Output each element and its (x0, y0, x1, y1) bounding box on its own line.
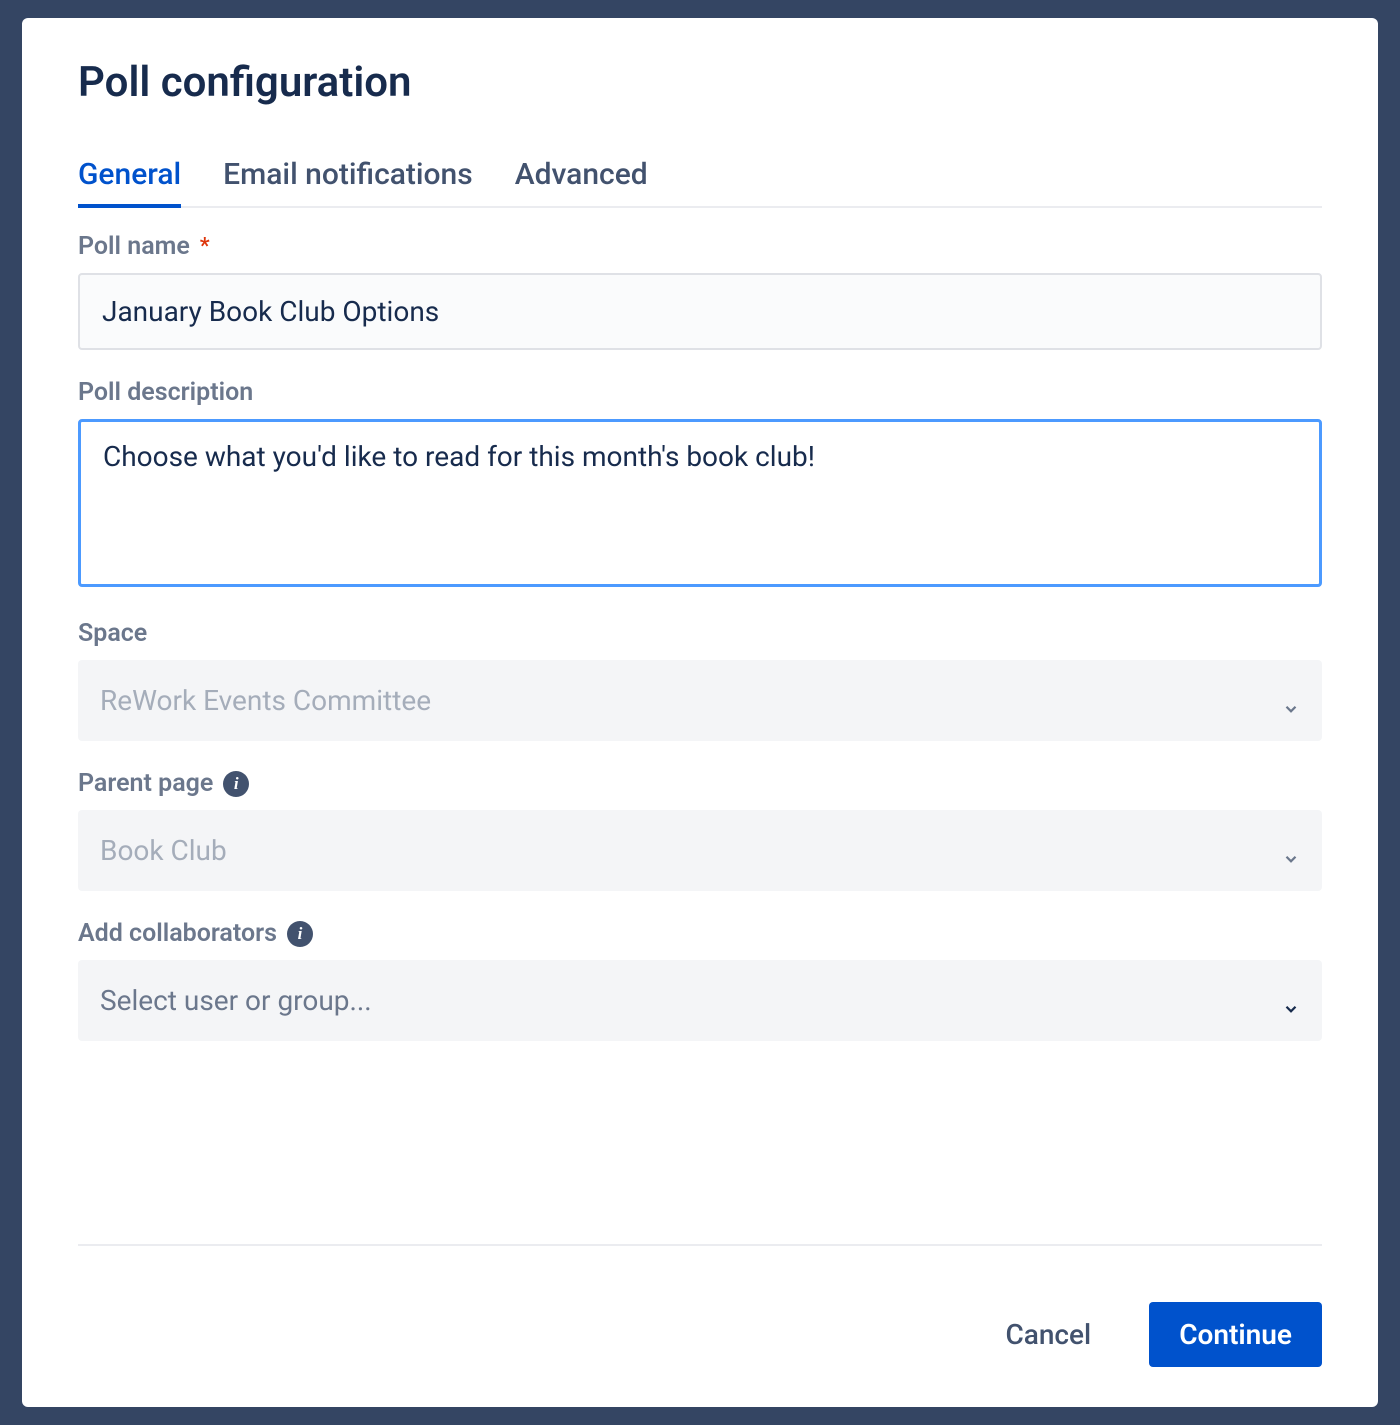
tabs: General Email notifications Advanced (78, 157, 1322, 208)
tab-general[interactable]: General (78, 157, 181, 206)
space-group: Space ReWork Events Committee (78, 619, 1322, 741)
chevron-down-icon (1282, 842, 1300, 860)
poll-name-group: Poll name * (78, 232, 1322, 350)
tab-advanced[interactable]: Advanced (515, 157, 648, 206)
required-indicator: * (200, 234, 210, 259)
poll-name-input[interactable] (78, 273, 1322, 350)
chevron-down-icon (1282, 692, 1300, 710)
spacer (78, 1069, 1322, 1244)
space-select[interactable]: ReWork Events Committee (78, 660, 1322, 741)
parent-page-group: Parent page i Book Club (78, 769, 1322, 891)
parent-page-select[interactable]: Book Club (78, 810, 1322, 891)
footer-divider (78, 1244, 1322, 1246)
collaborators-select-placeholder: Select user or group... (100, 984, 372, 1017)
poll-description-input[interactable] (78, 419, 1322, 587)
collaborators-select[interactable]: Select user or group... (78, 960, 1322, 1041)
info-icon[interactable]: i (223, 771, 249, 797)
poll-name-label-text: Poll name (78, 232, 190, 261)
collaborators-group: Add collaborators i Select user or group… (78, 919, 1322, 1041)
cancel-button[interactable]: Cancel (975, 1302, 1121, 1367)
collaborators-label: Add collaborators i (78, 919, 1322, 948)
tab-email-notifications[interactable]: Email notifications (223, 157, 473, 206)
space-label: Space (78, 619, 1322, 648)
info-icon[interactable]: i (287, 921, 313, 947)
parent-page-label-text: Parent page (78, 769, 213, 798)
collaborators-label-text: Add collaborators (78, 919, 277, 948)
parent-page-label: Parent page i (78, 769, 1322, 798)
poll-description-label: Poll description (78, 378, 1322, 407)
parent-page-select-value: Book Club (100, 834, 227, 867)
modal-title: Poll configuration (78, 58, 1322, 107)
poll-config-modal: Poll configuration General Email notific… (22, 18, 1378, 1407)
space-select-value: ReWork Events Committee (100, 684, 431, 717)
poll-description-group: Poll description (78, 378, 1322, 591)
continue-button[interactable]: Continue (1149, 1302, 1322, 1367)
modal-footer: Cancel Continue (78, 1302, 1322, 1367)
poll-name-label: Poll name * (78, 232, 1322, 261)
chevron-down-icon (1282, 992, 1300, 1010)
